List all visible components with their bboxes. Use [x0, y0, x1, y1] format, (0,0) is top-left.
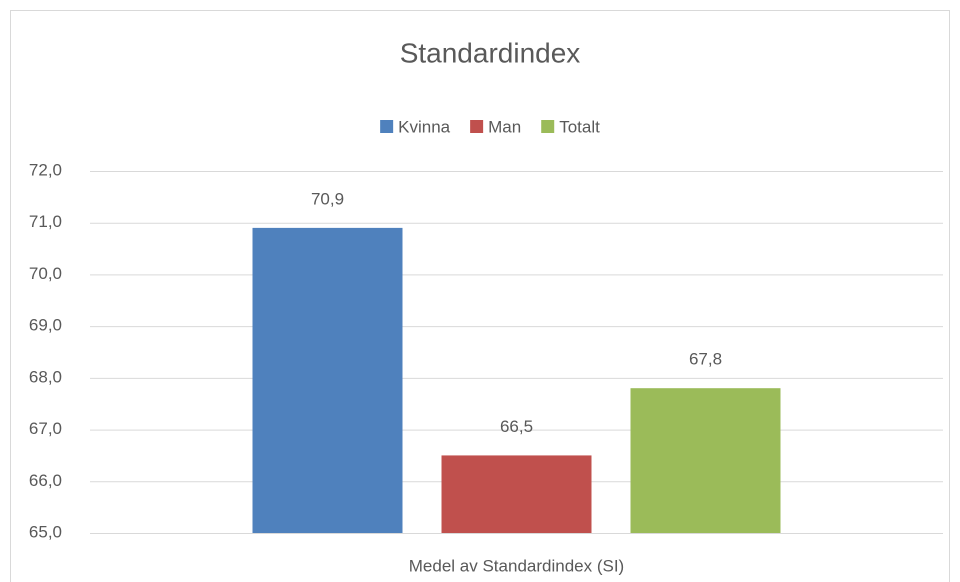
y-tick-label: 66,0 — [29, 471, 62, 490]
y-tick-label: 72,0 — [29, 160, 62, 179]
y-tick-label: 70,0 — [29, 264, 62, 283]
y-tick-label: 69,0 — [29, 316, 62, 335]
bar — [441, 455, 592, 533]
data-label: 70,9 — [311, 189, 344, 208]
legend-label: Totalt — [559, 117, 600, 136]
legend-swatch — [380, 120, 394, 133]
legend-swatch — [470, 120, 484, 133]
legend-label: Kvinna — [398, 117, 451, 136]
bar — [630, 388, 781, 533]
data-label: 67,8 — [689, 350, 722, 369]
bar — [252, 227, 403, 533]
y-tick-label: 67,0 — [29, 419, 62, 438]
legend-label: Man — [488, 117, 521, 136]
y-tick-label: 71,0 — [29, 212, 62, 231]
data-label: 66,5 — [500, 417, 533, 436]
y-tick-label: 68,0 — [29, 367, 62, 386]
legend-swatch — [541, 120, 555, 133]
chart-title: Standardindex — [400, 37, 581, 68]
x-tick-label: Medel av Standardindex (SI) — [409, 556, 624, 575]
y-tick-label: 65,0 — [29, 522, 62, 541]
